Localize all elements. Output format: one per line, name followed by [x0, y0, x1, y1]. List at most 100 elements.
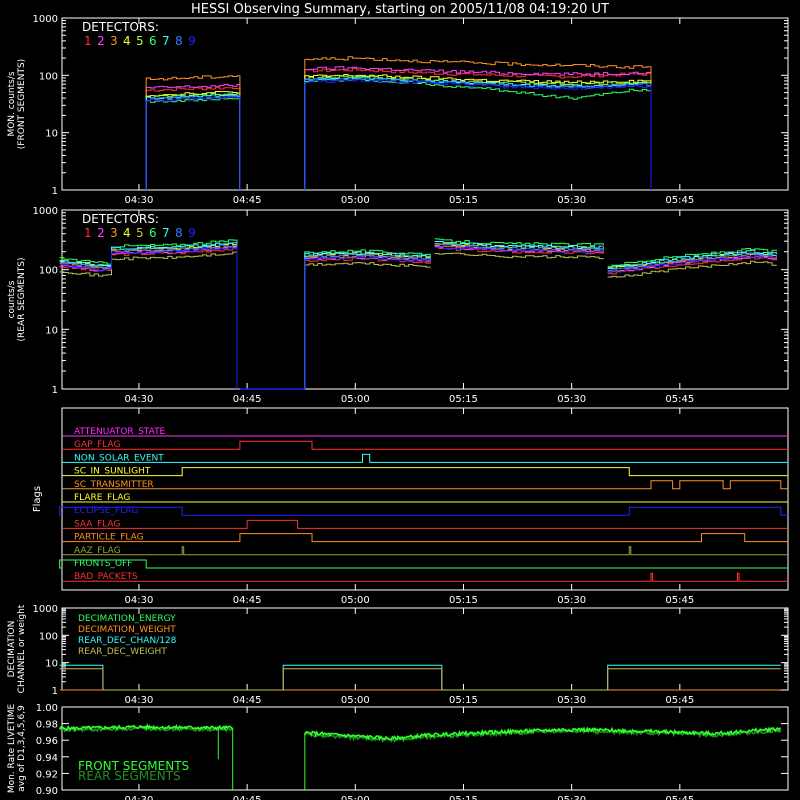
flag-label: AAZ_FLAG [74, 546, 121, 556]
legend-detector-1: 1 [84, 34, 92, 48]
x-tick-label: 05:30 [557, 795, 586, 800]
legend-title: DETECTORS: [82, 20, 159, 34]
legend-detector-6: 6 [149, 34, 157, 48]
y-tick-label: 1 [52, 186, 58, 197]
legend-entry: REAR SEGMENTS [78, 769, 181, 783]
series-line-rear-segments [59, 725, 233, 733]
series-line-detector-8 [145, 94, 241, 190]
y-axis-label: (REAR SEGMENTS) [17, 257, 27, 341]
series-line-front-segments [58, 723, 234, 732]
rear-segments-panel: 04:30 04:45 05:00 05:15 05:30 05:45 1 10 100 1000… [7, 206, 789, 405]
series-line-detector-1 [304, 257, 431, 389]
x-tick-label: 05:00 [341, 795, 370, 800]
legend-detector-8: 8 [175, 34, 183, 48]
series-line-detector-2 [304, 256, 431, 389]
legend-detector-2: 2 [97, 34, 105, 48]
legend-entry: FRONT SEGMENTS [78, 759, 189, 773]
series-line-detector-5 [434, 252, 604, 260]
x-tick-label: 05:15 [449, 195, 478, 206]
series-line-detector-7 [304, 251, 431, 389]
y-tick-label: 1000 [33, 206, 58, 217]
x-tick-label: 05:30 [557, 394, 586, 405]
legend-entry: REAR_DEC_WEIGHT [78, 647, 167, 657]
x-tick-label: 05:15 [449, 394, 478, 405]
series-line-detector-1 [59, 247, 238, 389]
series-line-detector-6 [145, 97, 241, 190]
series-line-detector-9 [607, 255, 777, 274]
x-tick-label: 04:30 [125, 195, 154, 206]
legend-detector-9: 9 [188, 226, 196, 240]
x-tick-label: 04:30 [125, 595, 154, 606]
legend-entry: REAR_DEC_CHAN/128 [78, 636, 177, 646]
y-axis-label: MON. counts/s [7, 71, 17, 136]
y-tick-label: 100 [39, 631, 58, 642]
series-line-detector-3 [304, 254, 431, 389]
flag-label: FRONTS_OFF [74, 559, 132, 569]
legend-entry: DECIMATION_WEIGHT [78, 625, 176, 635]
x-tick-label: 05:45 [665, 795, 694, 800]
series-line-detector-7 [59, 242, 238, 389]
legend-detector-9: 9 [188, 34, 196, 48]
flag-label: SC_TRANSMITTER [74, 480, 154, 490]
x-tick-label: 04:45 [233, 195, 262, 206]
x-tick-label: 05:00 [341, 195, 370, 206]
x-tick-label: 04:45 [233, 695, 262, 706]
y-tick-label: 1 [52, 385, 58, 396]
x-tick-label: 05:15 [449, 695, 478, 706]
y-tick-label: 1 [52, 686, 58, 697]
legend-detector-6: 6 [149, 226, 157, 240]
x-tick-label: 05:00 [341, 595, 370, 606]
flag-line-saa_flag [62, 519, 788, 529]
series-line-detector-6 [607, 248, 777, 268]
series-line-detector-9 [145, 96, 241, 190]
y-tick-label: 1000 [33, 14, 58, 25]
legend-detector-1: 1 [84, 226, 92, 240]
y-tick-label: 0.96 [36, 736, 58, 747]
series-line-detector-2 [145, 83, 241, 190]
x-tick-label: 04:45 [233, 795, 262, 800]
x-tick-label: 05:30 [557, 695, 586, 706]
series-line-detector-6 [304, 249, 431, 389]
y-tick-label: 10 [45, 325, 58, 336]
y-tick-label: 100 [39, 266, 58, 277]
series-line-detector-7 [607, 249, 777, 269]
series-line-detector-5 [59, 251, 238, 389]
y-tick-label: 0.90 [36, 786, 58, 797]
legend-detector-4: 4 [123, 34, 131, 48]
series-line-detector-6 [59, 239, 238, 389]
y-tick-label: 0.92 [36, 769, 58, 780]
flag-label: ATTENUATOR_STATE [74, 427, 166, 437]
figure-title: HESSI Observing Summary, starting on 200… [191, 2, 609, 17]
series-line-detector-3 [145, 75, 241, 190]
flag-label: FLARE_FLAG [74, 493, 130, 503]
x-tick-label: 04:30 [125, 795, 154, 800]
series-line-detector-9 [304, 256, 431, 389]
series-line-detector-5 [607, 260, 777, 278]
flags-panel: 04:30 04:45 05:00 05:15 05:30 05:45 Flags ATTEN… [32, 407, 789, 606]
decimation-panel: 04:30 04:45 05:00 05:15 05:30 05:45 1 10 100 1000… [7, 604, 789, 706]
flag-label: SC_IN_SUNLIGHT [74, 467, 151, 477]
y-tick-label: 100 [39, 71, 58, 82]
y-axis-label: DECIMATION [7, 621, 17, 678]
flag-label: PARTICLE_FLAG [74, 533, 144, 543]
legend-detector-5: 5 [136, 34, 144, 48]
series-line-detector-4 [304, 252, 431, 389]
x-tick-label: 05:30 [557, 195, 586, 206]
legend-detector-8: 8 [175, 226, 183, 240]
y-tick-label: 0.98 [36, 720, 58, 731]
flag-line-aaz_flag [62, 546, 788, 556]
flag-line-sc_transmitter [62, 480, 788, 490]
x-tick-label: 05:15 [449, 795, 478, 800]
y-tick-label: 1.00 [36, 703, 58, 714]
legend-title: DETECTORS: [82, 212, 159, 226]
series-line-detector-5 [145, 92, 241, 190]
y-tick-label: 10 [45, 129, 58, 140]
x-tick-label: 04:45 [233, 394, 262, 405]
y-axis-label: Flags [32, 486, 43, 512]
y-tick-label: 10 [45, 659, 58, 670]
series-line-detector-9 [304, 78, 652, 190]
flag-label: SAA_FLAG [74, 519, 120, 529]
series-line-detector-3 [304, 56, 652, 190]
x-tick-label: 05:45 [665, 195, 694, 206]
